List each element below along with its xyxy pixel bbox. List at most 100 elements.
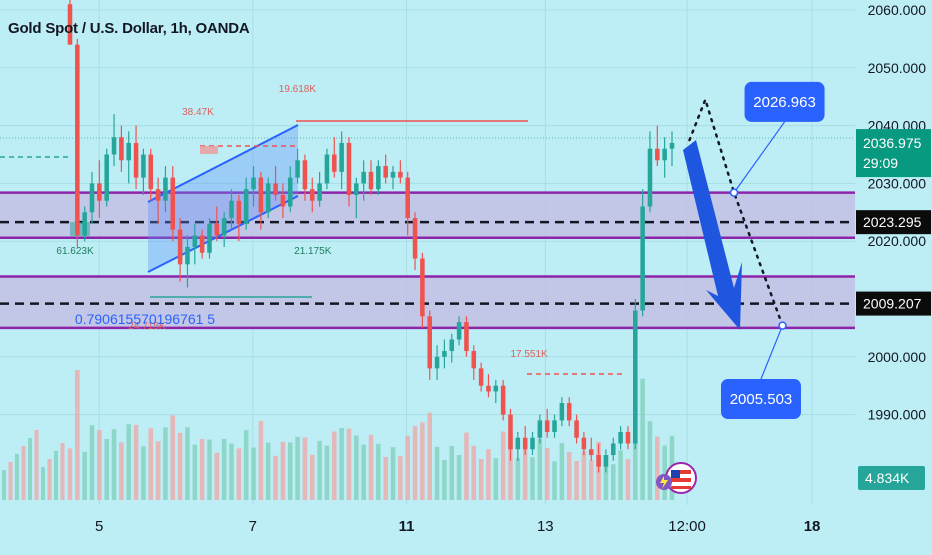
- volume-bar: [522, 444, 528, 500]
- volume-bar: [199, 439, 205, 500]
- volume-bar: [126, 424, 132, 500]
- volume-bar: [566, 452, 572, 500]
- candles: [67, 0, 675, 473]
- time-axis[interactable]: 5 7 11 13 12:00 18: [0, 505, 932, 550]
- volume-bar: [662, 445, 667, 500]
- volume-bar: [34, 430, 39, 500]
- callout-label: 2026.963: [753, 94, 816, 111]
- time-axis-bg: [0, 505, 932, 550]
- volume-bar: [390, 447, 396, 500]
- volume-bar: [273, 455, 278, 500]
- callout-box: [720, 378, 801, 419]
- volume-bar: [412, 426, 418, 500]
- price-axis-bg: [855, 0, 932, 550]
- volume-bar: [427, 412, 433, 500]
- volume-bar: [295, 436, 300, 500]
- pivot-label: 38.47K: [182, 107, 214, 118]
- time-tick-label: 7: [249, 518, 257, 535]
- candle-body: [177, 229, 183, 265]
- candle-body: [332, 154, 337, 172]
- level-price-badge: [856, 291, 931, 316]
- level-price-label: 2009.207: [863, 296, 922, 312]
- candle-body: [229, 200, 234, 219]
- candle-body: [302, 160, 308, 190]
- candle-body: [655, 148, 660, 161]
- down-arrow: [683, 140, 742, 330]
- volume-bar: [141, 446, 146, 500]
- projection: 2026.963 2005.503: [683, 81, 825, 419]
- volume-bar: [170, 415, 176, 500]
- volume-bar: [420, 422, 425, 500]
- candle-body: [449, 339, 455, 352]
- pivot-label: 61.623K: [56, 246, 94, 257]
- volume-bar: [119, 442, 124, 500]
- candle-body: [376, 166, 381, 190]
- volume-bar: [405, 435, 410, 500]
- us-flag-icon-stripe: [671, 486, 691, 489]
- volume-bar: [60, 443, 65, 500]
- candle-body: [669, 142, 675, 149]
- candle-body: [97, 183, 102, 201]
- level-price-badge: [856, 210, 931, 235]
- annotation-lines: [0, 120, 855, 375]
- low-marker: [70, 222, 90, 236]
- candle-body: [566, 403, 572, 421]
- candle-body: [295, 160, 300, 178]
- volume-bar: [192, 444, 198, 500]
- candle-body: [581, 437, 587, 450]
- ratio-label: 0.790615570196761 5: [75, 311, 215, 327]
- countdown-label: 29:09: [863, 155, 898, 171]
- candle-body: [192, 235, 198, 247]
- time-tick-label: 18: [804, 518, 821, 535]
- volume-bar: [133, 424, 139, 500]
- candle-body: [119, 137, 124, 161]
- candle-body: [640, 206, 645, 311]
- candle-body: [662, 148, 667, 161]
- volume-bar: [640, 378, 645, 500]
- candle-body: [390, 171, 396, 178]
- volume-bar: [471, 445, 477, 500]
- candle-body: [354, 183, 359, 195]
- volume-bar: [610, 464, 616, 500]
- volume-bar: [251, 447, 256, 500]
- volume-bar: [647, 421, 653, 500]
- volume-bar: [339, 428, 344, 500]
- us-flag-icon-canton: [671, 470, 680, 478]
- candle-body: [280, 194, 286, 207]
- volume-bar: [280, 441, 286, 500]
- candle-body: [163, 177, 168, 201]
- volume-bar: [309, 454, 315, 500]
- candle-body: [155, 189, 161, 201]
- pivot-label: 21.175K: [294, 246, 332, 257]
- volume-bar: [559, 443, 565, 500]
- candle-body: [141, 154, 146, 178]
- candle-body: [170, 177, 176, 230]
- volume-bar: [537, 439, 543, 500]
- callout-box: [744, 81, 825, 122]
- volume-bar: [508, 432, 513, 500]
- volume-badge: [858, 466, 925, 490]
- price-axis[interactable]: 2060.0002050.0002040.0002030.0002020.000…: [855, 0, 932, 550]
- volume-bar: [368, 434, 374, 500]
- candle-body: [610, 443, 616, 456]
- price-tick-label: 2050.000: [868, 60, 927, 76]
- candle-body: [67, 4, 73, 45]
- volume-bar: [41, 467, 45, 500]
- level-price-label: 2023.295: [863, 214, 922, 230]
- candle-body: [287, 177, 293, 207]
- candle-body: [478, 368, 484, 386]
- time-tick-label: 11: [399, 518, 415, 535]
- candle-body: [185, 246, 190, 265]
- volume-bar: [581, 451, 587, 500]
- time-tick-label: 5: [95, 518, 103, 535]
- candle-body: [104, 154, 109, 201]
- candle-body: [207, 223, 212, 253]
- callout-connector: [760, 325, 784, 380]
- volume-bar: [530, 457, 535, 500]
- volume-bar: [47, 459, 52, 500]
- volume-bar: [207, 439, 212, 500]
- volume-bar: [214, 452, 220, 500]
- candle-body: [339, 142, 344, 172]
